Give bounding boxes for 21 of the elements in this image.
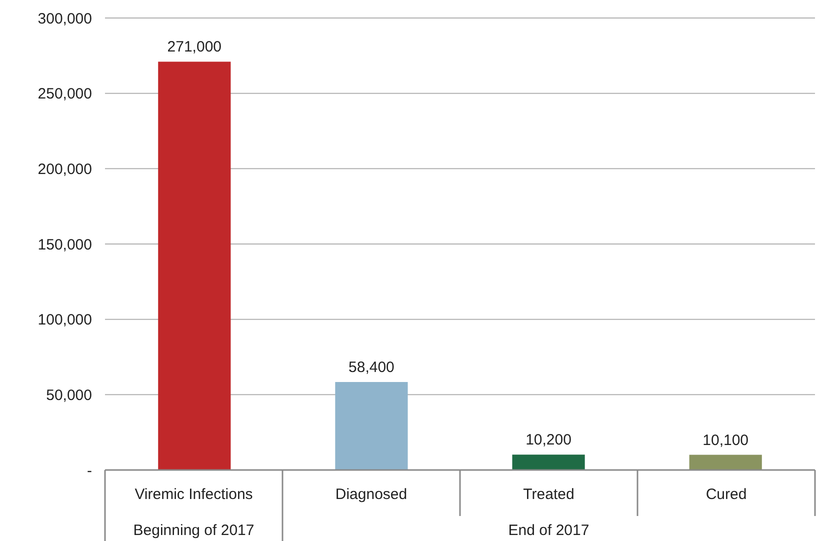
bar [512,454,585,470]
y-tick-label: 150,000 [38,236,92,254]
x-tick-label: Treated [523,486,574,503]
x-tick-label: Viremic Infections [134,486,253,503]
bar [689,454,762,470]
text: Beginning of 2017 [133,522,254,539]
x-tick-label: Diagnosed [335,486,408,503]
y-tick-label: 100,000 [38,312,92,329]
data-label: 58,400 [348,359,394,376]
y-tick-label: 50,000 [46,386,92,404]
bar [158,62,231,470]
y-tick-label: 200,000 [38,160,92,178]
y-tick-label: - [87,462,92,480]
text: End of 2017 [508,522,590,539]
y-tick-label: 250,000 [38,86,92,103]
x-tick-label: Cured [706,486,747,503]
data-label: 10,200 [526,432,572,449]
data-label: 271,000 [167,38,222,56]
bar [335,382,408,470]
data-label: 10,100 [702,432,749,449]
y-tick-label: 300,000 [38,10,92,28]
